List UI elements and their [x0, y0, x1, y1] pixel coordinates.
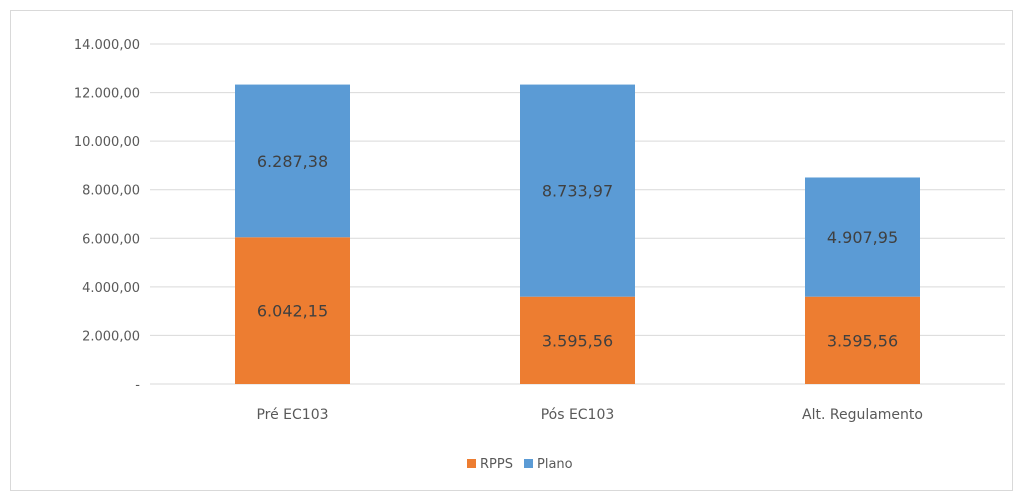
x-tick-label: Pós EC103	[541, 407, 615, 423]
x-tick-label: Alt. Regulamento	[802, 407, 923, 423]
bar-rpps	[805, 296, 920, 384]
data-label: 4.907,95	[827, 228, 898, 247]
data-label: 6.287,38	[257, 152, 328, 171]
y-tick-label: 10.000,00	[74, 135, 140, 150]
y-tick-label: 4.000,00	[82, 281, 140, 296]
legend-label: RPPS	[480, 457, 513, 472]
data-label: 3.595,56	[827, 331, 898, 350]
y-tick-label: 8.000,00	[82, 184, 140, 199]
y-tick-label: -	[135, 378, 140, 393]
y-tick-label: 14.000,00	[74, 38, 140, 53]
bar-plano	[520, 84, 635, 297]
legend-label: Plano	[537, 457, 573, 472]
bar-plano	[805, 177, 920, 297]
data-label: 6.042,15	[257, 302, 328, 321]
legend-swatch-rpps	[467, 459, 476, 468]
y-tick-label: 6.000,00	[82, 232, 140, 247]
bar-rpps	[520, 296, 635, 384]
y-tick-label: 12.000,00	[74, 87, 140, 102]
y-tick-label: 2.000,00	[82, 329, 140, 344]
data-label: 8.733,97	[542, 182, 613, 201]
bar-plano	[235, 84, 350, 238]
x-tick-label: Pré EC103	[256, 407, 328, 423]
legend-swatch-plano	[524, 459, 533, 468]
bar-rpps	[235, 237, 350, 384]
data-label: 3.595,56	[542, 331, 613, 350]
